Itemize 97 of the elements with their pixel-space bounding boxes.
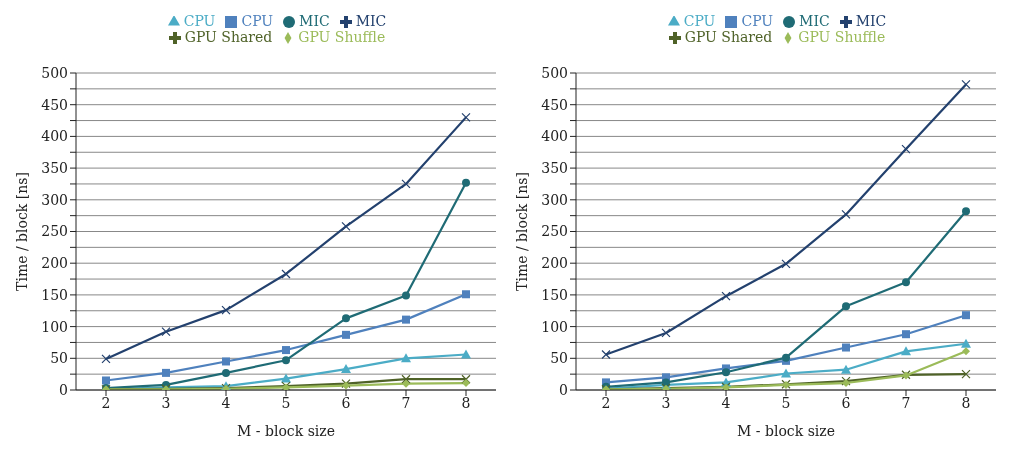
point (962, 207, 970, 216)
point (961, 79, 971, 90)
point (841, 364, 851, 374)
legend-label: MIC (855, 13, 887, 29)
x-axis-title: M - block size (737, 423, 835, 439)
point (901, 346, 911, 356)
point (721, 291, 731, 301)
legend-label: CPU (683, 13, 716, 29)
point (961, 369, 971, 379)
point (282, 356, 290, 365)
x-tick-label: 4 (221, 394, 231, 411)
y-tick-label: 50 (50, 350, 68, 367)
x-tick-label: 7 (401, 394, 411, 411)
y-tick-label: 100 (541, 318, 568, 335)
point (842, 343, 850, 352)
point (101, 354, 111, 364)
legend-label: GPU Shared (184, 29, 273, 45)
x-axis-title: M - block size (237, 423, 335, 439)
point (102, 376, 110, 385)
x-tick-label: 6 (341, 394, 351, 411)
point (902, 278, 910, 287)
point (402, 379, 410, 388)
point (341, 364, 351, 374)
point (401, 374, 411, 384)
point (401, 179, 411, 189)
y-tick-label: 200 (41, 255, 68, 272)
x-tick-label: 6 (841, 394, 851, 411)
point (462, 379, 470, 388)
y-tick-label: 350 (41, 160, 68, 177)
y-tick-label: 500 (541, 64, 568, 81)
legend-label: GPU Shuffle (798, 29, 886, 45)
point (161, 327, 171, 337)
y-tick-label: 200 (541, 255, 568, 272)
y-axis-title: Time / block [ns] (13, 172, 30, 291)
point (961, 338, 971, 348)
y-tick-label: 300 (541, 191, 568, 208)
x-tick-label: 5 (281, 394, 291, 411)
point (221, 305, 231, 315)
y-tick-label: 250 (541, 223, 568, 240)
point (162, 368, 170, 377)
x-tick-label: 7 (901, 394, 911, 411)
y-tick-label: 500 (41, 64, 68, 81)
legend-label: MIC (355, 13, 387, 29)
point (842, 302, 850, 311)
point (962, 311, 970, 320)
point (402, 315, 410, 324)
y-tick-label: 0 (59, 381, 68, 398)
point (342, 330, 350, 339)
point (281, 373, 291, 383)
point (222, 368, 230, 377)
point (281, 269, 291, 279)
y-tick-label: 400 (541, 128, 568, 145)
point (341, 221, 351, 232)
y-tick-label: 350 (541, 160, 568, 177)
x-tick-label: 4 (721, 394, 731, 411)
x-tick-label: 5 (781, 394, 791, 411)
legend-label: MIC (799, 13, 830, 29)
legend-label: MIC (299, 13, 330, 29)
x-tick-label: 8 (461, 394, 471, 411)
point (601, 349, 611, 360)
legend-label: CPU (741, 13, 774, 29)
y-tick-label: 250 (41, 223, 68, 240)
point (401, 353, 411, 363)
point (781, 259, 791, 269)
point (722, 368, 730, 377)
point (901, 144, 911, 154)
point (282, 346, 290, 355)
legend-label: CPU (183, 13, 216, 29)
x-tick-label: 2 (601, 394, 611, 411)
point (342, 314, 350, 323)
y-tick-label: 0 (559, 381, 568, 398)
y-tick-label: 100 (41, 318, 68, 335)
point (661, 328, 671, 338)
y-axis-title: Time / block [ns] (513, 172, 530, 291)
x-tick-label: 3 (161, 394, 171, 411)
point (462, 178, 470, 187)
y-tick-label: 450 (41, 96, 68, 113)
point (222, 357, 230, 366)
y-tick-label: 400 (41, 128, 68, 145)
point (781, 368, 791, 378)
legend-label: GPU Shared (684, 29, 773, 45)
point (962, 347, 970, 356)
y-tick-label: 450 (541, 96, 568, 113)
y-tick-label: 150 (541, 286, 568, 303)
point (462, 290, 470, 299)
y-tick-label: 50 (550, 350, 568, 367)
legend-label: GPU Shuffle (298, 29, 386, 45)
point (902, 330, 910, 339)
x-tick-label: 3 (661, 394, 671, 411)
legend-label: CPU (241, 13, 274, 29)
point (461, 112, 471, 122)
x-tick-label: 2 (101, 394, 111, 411)
y-tick-label: 150 (41, 286, 68, 303)
x-tick-label: 8 (961, 394, 971, 411)
y-tick-label: 300 (41, 191, 68, 208)
point (461, 374, 471, 384)
point (402, 291, 410, 300)
